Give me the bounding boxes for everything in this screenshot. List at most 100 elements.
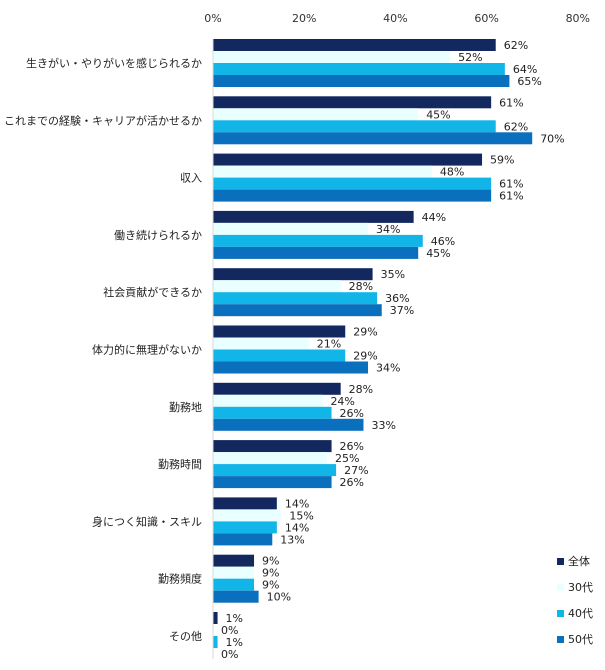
category-label: 生きがい・やりがいを感じられるか bbox=[26, 56, 202, 70]
bar bbox=[213, 382, 341, 395]
category-label: 身につく知識・スキル bbox=[92, 514, 202, 528]
category-label: これまでの経験・キャリアが活かせるか bbox=[4, 113, 202, 127]
bar bbox=[213, 189, 492, 202]
data-label: 64% bbox=[513, 63, 537, 76]
data-label: 9% bbox=[262, 579, 279, 592]
bar bbox=[213, 418, 364, 431]
data-label: 21% bbox=[317, 338, 341, 351]
data-label: 36% bbox=[385, 292, 409, 305]
data-label: 13% bbox=[280, 533, 304, 546]
bar bbox=[213, 325, 346, 338]
bar bbox=[213, 612, 218, 624]
data-label: 35% bbox=[381, 268, 405, 281]
data-label: 62% bbox=[504, 39, 528, 52]
data-label: 9% bbox=[262, 567, 279, 580]
legend-label: 40代 bbox=[568, 607, 593, 620]
data-label: 26% bbox=[340, 407, 364, 420]
data-label: 52% bbox=[458, 51, 482, 64]
data-label: 61% bbox=[499, 178, 523, 191]
data-label: 45% bbox=[426, 247, 450, 260]
bar bbox=[213, 406, 332, 419]
legend-swatch bbox=[557, 558, 564, 565]
data-label: 0% bbox=[221, 624, 238, 637]
data-label: 33% bbox=[371, 419, 395, 432]
category-label: その他 bbox=[169, 630, 202, 643]
data-label: 44% bbox=[422, 211, 446, 224]
data-label: 25% bbox=[335, 452, 359, 465]
category-label: 体力的に無理がないか bbox=[92, 343, 202, 357]
bar bbox=[213, 394, 323, 407]
bar bbox=[213, 132, 533, 145]
data-label: 9% bbox=[262, 555, 279, 568]
data-label: 10% bbox=[267, 591, 291, 604]
data-label: 24% bbox=[330, 395, 354, 408]
bar bbox=[213, 210, 414, 223]
data-label: 37% bbox=[390, 304, 414, 317]
bars bbox=[212, 39, 533, 660]
bar bbox=[213, 521, 277, 534]
legend-label: 50代 bbox=[568, 633, 593, 646]
data-label: 15% bbox=[289, 509, 313, 522]
data-label: 61% bbox=[499, 190, 523, 203]
bar bbox=[213, 497, 277, 510]
bar bbox=[213, 246, 419, 259]
bar bbox=[213, 120, 496, 133]
data-labels: 62%52%64%65%61%45%62%70%59%48%61%61%44%3… bbox=[221, 39, 565, 661]
data-label: 29% bbox=[353, 326, 377, 339]
legend-swatch bbox=[557, 636, 564, 643]
bar bbox=[213, 476, 332, 489]
x-tick-label: 0% bbox=[204, 12, 221, 25]
data-label: 1% bbox=[226, 636, 243, 649]
legend-swatch bbox=[557, 610, 564, 617]
data-label: 62% bbox=[504, 120, 528, 133]
legend: 全体 30代 40代 50代 bbox=[557, 554, 593, 646]
bar bbox=[213, 280, 341, 293]
bar bbox=[213, 96, 492, 109]
bar bbox=[213, 153, 483, 166]
bar bbox=[213, 554, 255, 567]
data-label: 28% bbox=[349, 280, 373, 293]
category-label: 収入 bbox=[180, 172, 202, 185]
bar bbox=[213, 268, 373, 281]
bar bbox=[213, 452, 327, 465]
x-tick-label: 20% bbox=[292, 12, 316, 25]
data-label: 46% bbox=[431, 235, 455, 248]
bar bbox=[213, 222, 369, 235]
x-tick-label: 60% bbox=[474, 12, 498, 25]
data-label: 14% bbox=[285, 521, 309, 534]
bar bbox=[213, 440, 332, 453]
bar bbox=[213, 337, 309, 350]
data-label: 26% bbox=[340, 440, 364, 453]
data-label: 61% bbox=[499, 96, 523, 109]
bar bbox=[213, 533, 273, 546]
bar bbox=[213, 292, 378, 305]
legend-label: 30代 bbox=[568, 581, 593, 594]
bar bbox=[213, 566, 255, 579]
bar bbox=[213, 39, 496, 51]
bar bbox=[213, 63, 505, 75]
bar bbox=[213, 590, 259, 603]
category-label: 勤務地 bbox=[169, 400, 202, 414]
category-label: 勤務頻度 bbox=[158, 572, 202, 586]
data-label: 1% bbox=[226, 612, 243, 625]
x-tick-label: 40% bbox=[383, 12, 407, 25]
data-label: 27% bbox=[344, 464, 368, 477]
bar bbox=[213, 304, 382, 317]
bar bbox=[213, 509, 282, 522]
category-label: 働き続けられるか bbox=[114, 228, 202, 242]
data-label: 34% bbox=[376, 362, 400, 375]
data-label: 65% bbox=[517, 75, 541, 88]
category-labels: 生きがい・やりがいを感じられるかこれまでの経験・キャリアが活かせるか収入働き続け… bbox=[4, 56, 202, 643]
data-label: 14% bbox=[285, 497, 309, 510]
legend-label: 全体 bbox=[568, 554, 590, 568]
bar bbox=[213, 636, 218, 648]
data-label: 70% bbox=[540, 132, 564, 145]
category-label: 勤務時間 bbox=[158, 457, 202, 471]
bar bbox=[213, 75, 510, 87]
data-label: 59% bbox=[490, 154, 514, 167]
category-label: 社会貢献ができるか bbox=[103, 285, 202, 299]
x-tick-label: 80% bbox=[566, 12, 590, 25]
data-label: 28% bbox=[349, 383, 373, 396]
bar bbox=[213, 108, 419, 121]
